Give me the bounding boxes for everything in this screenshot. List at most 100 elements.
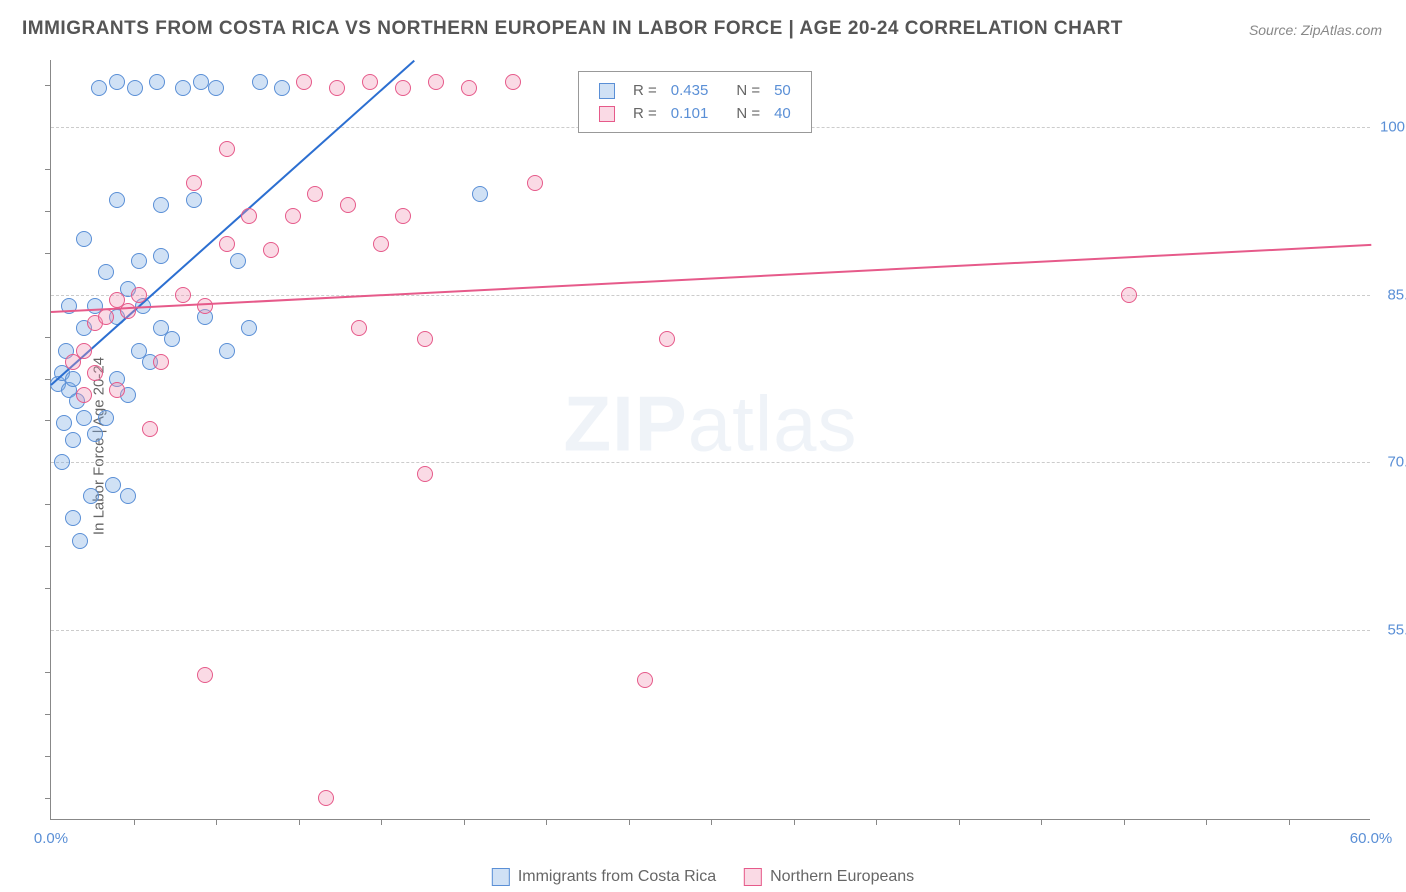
- data-point: [219, 236, 235, 252]
- x-minor-tick: [546, 819, 547, 825]
- legend-item-northern-european: Northern Europeans: [744, 868, 914, 886]
- data-point: [230, 253, 246, 269]
- data-point: [65, 432, 81, 448]
- data-point: [65, 371, 81, 387]
- x-minor-tick: [299, 819, 300, 825]
- data-point: [186, 192, 202, 208]
- data-point: [417, 466, 433, 482]
- legend-stats: R =0.435N =50R =0.101N =40: [578, 71, 812, 133]
- y-tick-label: 85.0%: [1380, 286, 1406, 303]
- y-tick-label: 100.0%: [1380, 119, 1406, 136]
- data-point: [109, 74, 125, 90]
- data-point: [98, 309, 114, 325]
- y-minor-tick: [45, 169, 51, 170]
- data-point: [197, 298, 213, 314]
- y-minor-tick: [45, 504, 51, 505]
- x-minor-tick: [134, 819, 135, 825]
- y-tick-label: 70.0%: [1380, 454, 1406, 471]
- data-point: [65, 510, 81, 526]
- data-point: [252, 74, 268, 90]
- data-point: [351, 320, 367, 336]
- data-point: [329, 80, 345, 96]
- data-point: [120, 488, 136, 504]
- data-point: [149, 74, 165, 90]
- data-point: [318, 790, 334, 806]
- x-minor-tick: [876, 819, 877, 825]
- data-point: [153, 354, 169, 370]
- y-minor-tick: [45, 756, 51, 757]
- chart-title: IMMIGRANTS FROM COSTA RICA VS NORTHERN E…: [22, 18, 1123, 40]
- data-point: [307, 186, 323, 202]
- data-point: [153, 248, 169, 264]
- x-minor-tick: [1124, 819, 1125, 825]
- data-point: [76, 410, 92, 426]
- x-minor-tick: [794, 819, 795, 825]
- data-point: [417, 331, 433, 347]
- data-point: [131, 253, 147, 269]
- data-point: [98, 410, 114, 426]
- y-minor-tick: [45, 337, 51, 338]
- y-minor-tick: [45, 211, 51, 212]
- x-tick-label: 60.0%: [1350, 830, 1393, 847]
- y-minor-tick: [45, 672, 51, 673]
- data-point: [76, 231, 92, 247]
- x-minor-tick: [1289, 819, 1290, 825]
- data-point: [175, 80, 191, 96]
- data-point: [91, 80, 107, 96]
- legend-bottom: Immigrants from Costa Rica Northern Euro…: [492, 868, 914, 886]
- y-minor-tick: [45, 253, 51, 254]
- data-point: [241, 208, 257, 224]
- y-minor-tick: [45, 588, 51, 589]
- data-point: [659, 331, 675, 347]
- data-point: [373, 236, 389, 252]
- data-point: [241, 320, 257, 336]
- data-point: [296, 74, 312, 90]
- data-point: [219, 343, 235, 359]
- data-point: [142, 421, 158, 437]
- x-minor-tick: [1041, 819, 1042, 825]
- data-point: [527, 175, 543, 191]
- y-minor-tick: [45, 798, 51, 799]
- data-point: [76, 343, 92, 359]
- data-point: [131, 287, 147, 303]
- data-point: [109, 192, 125, 208]
- y-tick-label: 55.0%: [1380, 622, 1406, 639]
- data-point: [83, 488, 99, 504]
- data-point: [98, 264, 114, 280]
- x-minor-tick: [959, 819, 960, 825]
- data-point: [472, 186, 488, 202]
- x-minor-tick: [216, 819, 217, 825]
- data-point: [395, 80, 411, 96]
- data-point: [362, 74, 378, 90]
- data-point: [274, 80, 290, 96]
- y-minor-tick: [45, 714, 51, 715]
- gridline-horizontal: [51, 462, 1370, 463]
- data-point: [193, 74, 209, 90]
- trend-line: [51, 244, 1371, 313]
- data-point: [340, 197, 356, 213]
- data-point: [87, 426, 103, 442]
- data-point: [461, 80, 477, 96]
- data-point: [208, 80, 224, 96]
- x-minor-tick: [1206, 819, 1207, 825]
- data-point: [175, 287, 191, 303]
- data-point: [285, 208, 301, 224]
- data-point: [186, 175, 202, 191]
- data-point: [637, 672, 653, 688]
- data-point: [56, 415, 72, 431]
- data-point: [428, 74, 444, 90]
- gridline-horizontal: [51, 295, 1370, 296]
- data-point: [164, 331, 180, 347]
- data-point: [197, 667, 213, 683]
- data-point: [76, 387, 92, 403]
- y-minor-tick: [45, 420, 51, 421]
- data-point: [219, 141, 235, 157]
- y-minor-tick: [45, 546, 51, 547]
- plot-area: ZIPatlas 55.0%70.0%85.0%100.0%0.0%60.0%: [50, 60, 1370, 820]
- data-point: [153, 197, 169, 213]
- swatch-northern-european: [744, 868, 762, 886]
- x-minor-tick: [381, 819, 382, 825]
- data-point: [127, 80, 143, 96]
- trend-line: [50, 60, 414, 386]
- gridline-horizontal: [51, 630, 1370, 631]
